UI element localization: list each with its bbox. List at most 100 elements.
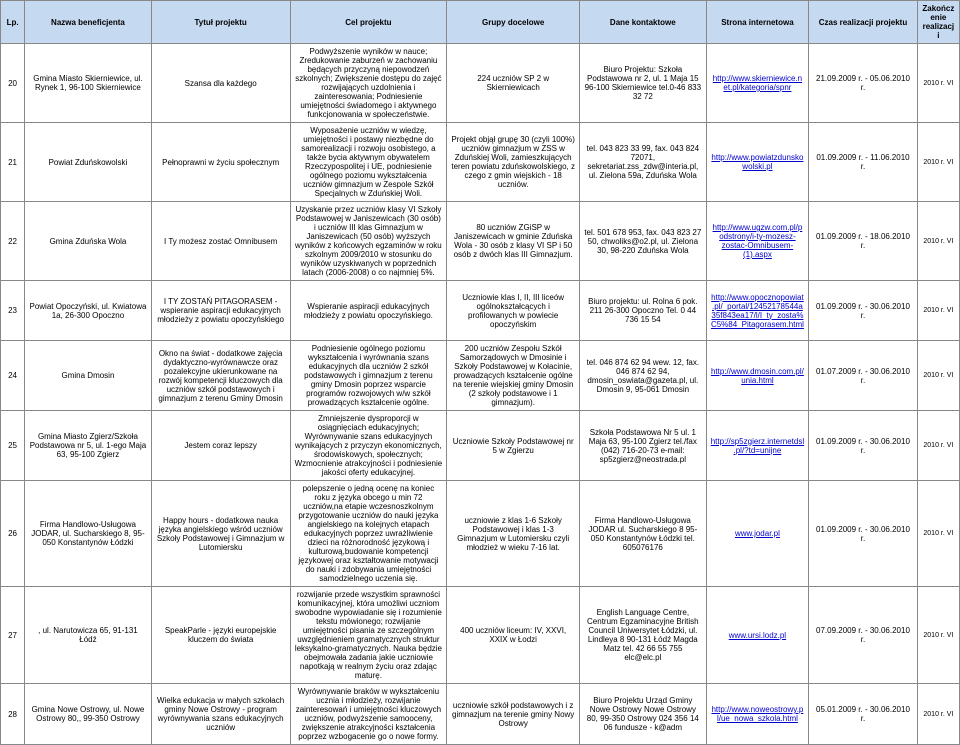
cell-cel: polepszenie o jedną ocenę na koniec roku… <box>290 481 447 587</box>
cell-cel: rozwijanie przede wszystkim sprawności k… <box>290 587 447 684</box>
cell-strona: www.jodar.pl <box>706 481 809 587</box>
cell-czas: 01.07.2009 r. - 30.06.2010 r. <box>809 341 918 411</box>
cell-tytul: Jestem coraz lepszy <box>151 411 290 481</box>
project-table: Lp. Nazwa beneficjenta Tytuł projektu Ce… <box>0 0 960 745</box>
cell-benef: Gmina Zduńska Wola <box>25 202 152 281</box>
cell-lp: 22 <box>1 202 25 281</box>
cell-strona: www.ursi.lodz.pl <box>706 587 809 684</box>
cell-zak: 2010 r. VI <box>917 587 959 684</box>
cell-zak: 2010 r. VI <box>917 684 959 745</box>
website-link[interactable]: http://sp5zgierz.internetdsl.pl/?td=unij… <box>711 437 804 455</box>
cell-tytul: Okno na świat - dodatkowe zajęcia dydakt… <box>151 341 290 411</box>
cell-grupy: uczniowie szkół podstawowych i z gimnazj… <box>447 684 580 745</box>
cell-grupy: Uczniowie Szkoły Podstawowej nr 5 w Zgie… <box>447 411 580 481</box>
table-row: 24Gmina DmosinOkno na świat - dodatkowe … <box>1 341 960 411</box>
table-row: 26Firma Handlowo-Usługowa JODAR, ul. Suc… <box>1 481 960 587</box>
header-zak: Zakończenie realizacji <box>917 1 959 44</box>
cell-benef: Gmina Dmosin <box>25 341 152 411</box>
cell-benef: Gmina Miasto Zgierz/Szkoła Podstawowa nr… <box>25 411 152 481</box>
cell-cel: Wspieranie aspiracji edukacyjnych młodzi… <box>290 281 447 341</box>
cell-zak: 2010 r. VI <box>917 481 959 587</box>
cell-zak: 2010 r. VI <box>917 341 959 411</box>
table-row: 28Gmina Nowe Ostrowy, ul. Nowe Ostrowy 8… <box>1 684 960 745</box>
table-row: 20Gmina Miasto Skierniewice, ul. Rynek 1… <box>1 44 960 123</box>
cell-strona: http://sp5zgierz.internetdsl.pl/?td=unij… <box>706 411 809 481</box>
cell-strona: http://www.noweostrowy.pl/ue_nowa_szkola… <box>706 684 809 745</box>
cell-tytul: I Ty możesz zostać Omnibusem <box>151 202 290 281</box>
cell-dane: tel. 501 678 953, fax. 043 823 27 50, ch… <box>580 202 707 281</box>
cell-benef: Gmina Miasto Skierniewice, ul. Rynek 1, … <box>25 44 152 123</box>
cell-cel: Uzyskanie przez uczniów klasy VI Szkoły … <box>290 202 447 281</box>
cell-tytul: Wielka edukacja w małych szkołach gminy … <box>151 684 290 745</box>
cell-strona: http://www.dmosin.com.pl/unia.html <box>706 341 809 411</box>
cell-tytul: SpeakParle - języki europejskie kluczem … <box>151 587 290 684</box>
website-link[interactable]: http://www.opocznopowiat.pl/_portal/1245… <box>711 293 804 329</box>
cell-lp: 27 <box>1 587 25 684</box>
cell-strona: http://www.ugzw.com.pl/podstrony/i-ty-mo… <box>706 202 809 281</box>
cell-grupy: Projekt objął grupę 30 (czyli 100%) uczn… <box>447 123 580 202</box>
cell-lp: 26 <box>1 481 25 587</box>
header-lp: Lp. <box>1 1 25 44</box>
cell-czas: 01.09.2009 r. - 30.06.2010 r. <box>809 411 918 481</box>
cell-zak: 2010 r. VI <box>917 202 959 281</box>
table-row: 22Gmina Zduńska WolaI Ty możesz zostać O… <box>1 202 960 281</box>
cell-grupy: 200 uczniów Zespołu Szkół Samorządowych … <box>447 341 580 411</box>
cell-strona: http://www.skierniewice.net.pl/kategoria… <box>706 44 809 123</box>
cell-strona: http://www.powiatzdunskowolski.pl <box>706 123 809 202</box>
cell-lp: 25 <box>1 411 25 481</box>
website-link[interactable]: http://www.dmosin.com.pl/unia.html <box>711 367 804 385</box>
table-row: 25Gmina Miasto Zgierz/Szkoła Podstawowa … <box>1 411 960 481</box>
cell-dane: Szkoła Podstawowa Nr 5 ul. 1 Maja 63, 95… <box>580 411 707 481</box>
cell-lp: 20 <box>1 44 25 123</box>
cell-czas: 01.09.2009 r. - 30.06.2010 r. <box>809 281 918 341</box>
cell-dane: Biuro Projektu Urząd Gminy Nowe Ostrowy … <box>580 684 707 745</box>
cell-lp: 28 <box>1 684 25 745</box>
cell-grupy: 400 uczniów liceum: IV, XXVI, XXIX w Łod… <box>447 587 580 684</box>
cell-cel: Podwyższenie wyników w nauce; Zredukowan… <box>290 44 447 123</box>
website-link[interactable]: http://www.powiatzdunskowolski.pl <box>711 153 803 171</box>
cell-dane: Biuro Projektu: Szkoła Podstawowa nr 2, … <box>580 44 707 123</box>
cell-czas: 01.09.2009 r. - 30.06.2010 r. <box>809 481 918 587</box>
cell-benef: Gmina Nowe Ostrowy, ul. Nowe Ostrowy 80,… <box>25 684 152 745</box>
table-row: 21Powiat ZduńskowolskiPełnoprawni w życi… <box>1 123 960 202</box>
website-link[interactable]: http://www.skierniewice.net.pl/kategoria… <box>713 74 802 92</box>
cell-cel: Zmniejszenie dysproporcji w osiągnięciac… <box>290 411 447 481</box>
cell-dane: Biuro projektu: ul. Rolna 6 pok. 211 26-… <box>580 281 707 341</box>
cell-czas: 05.01.2009 r. - 30.06.2010 r. <box>809 684 918 745</box>
table-row: 27, ul. Narutowicza 65, 91-131 ŁódźSpeak… <box>1 587 960 684</box>
cell-czas: 01.09.2009 r. - 18.06.2010 r. <box>809 202 918 281</box>
cell-grupy: uczniowie z klas 1-6 Szkoły Podstawowej … <box>447 481 580 587</box>
cell-zak: 2010 r. VI <box>917 123 959 202</box>
cell-strona: http://www.opocznopowiat.pl/_portal/1245… <box>706 281 809 341</box>
cell-czas: 07.09.2009 r. - 30.06.2010 r. <box>809 587 918 684</box>
cell-benef: Firma Handlowo-Usługowa JODAR, ul. Sucha… <box>25 481 152 587</box>
cell-dane: tel. 046 874 62 94 wew. 12, fax. 046 874… <box>580 341 707 411</box>
cell-dane: Firma Handlowo-Usługowa JODAR ul. Suchar… <box>580 481 707 587</box>
header-dane: Dane kontaktowe <box>580 1 707 44</box>
cell-dane: English Language Centre, Centrum Egzamin… <box>580 587 707 684</box>
cell-tytul: I TY ZOSTAŃ PITAGORASEM - wspieranie asp… <box>151 281 290 341</box>
cell-tytul: Szansa dla każdego <box>151 44 290 123</box>
website-link[interactable]: http://www.ugzw.com.pl/podstrony/i-ty-mo… <box>713 223 803 259</box>
cell-zak: 2010 r. VI <box>917 411 959 481</box>
cell-benef: Powiat Zduńskowolski <box>25 123 152 202</box>
cell-grupy: 224 uczniów SP 2 w Skierniewicach <box>447 44 580 123</box>
table-header-row: Lp. Nazwa beneficjenta Tytuł projektu Ce… <box>1 1 960 44</box>
header-strona: Strona internetowa <box>706 1 809 44</box>
website-link[interactable]: www.jodar.pl <box>735 529 780 538</box>
cell-tytul: Pełnoprawni w życiu społecznym <box>151 123 290 202</box>
website-link[interactable]: www.ursi.lodz.pl <box>729 631 786 640</box>
cell-tytul: Happy hours - dodatkowa nauka języka ang… <box>151 481 290 587</box>
table-row: 23Powiat Opoczyński, ul. Kwiatowa 1a, 26… <box>1 281 960 341</box>
cell-czas: 21.09.2009 r. - 05.06.2010 r. <box>809 44 918 123</box>
cell-cel: Wyrównywanie braków w wykształceniu uczn… <box>290 684 447 745</box>
cell-grupy: 80 uczniów ZGiSP w Janiszewicach w gmini… <box>447 202 580 281</box>
website-link[interactable]: http://www.noweostrowy.pl/ue_nowa_szkola… <box>711 705 803 723</box>
cell-grupy: Uczniowie klas I, II, III liceów ogólnok… <box>447 281 580 341</box>
cell-cel: Podniesienie ogólnego poziomu wykształce… <box>290 341 447 411</box>
cell-lp: 21 <box>1 123 25 202</box>
cell-czas: 01.09.2009 r. - 11.06.2010 r. <box>809 123 918 202</box>
cell-cel: Wyposażenie uczniów w wiedzę, umiejętnoś… <box>290 123 447 202</box>
cell-lp: 23 <box>1 281 25 341</box>
cell-zak: 2010 r. VI <box>917 44 959 123</box>
